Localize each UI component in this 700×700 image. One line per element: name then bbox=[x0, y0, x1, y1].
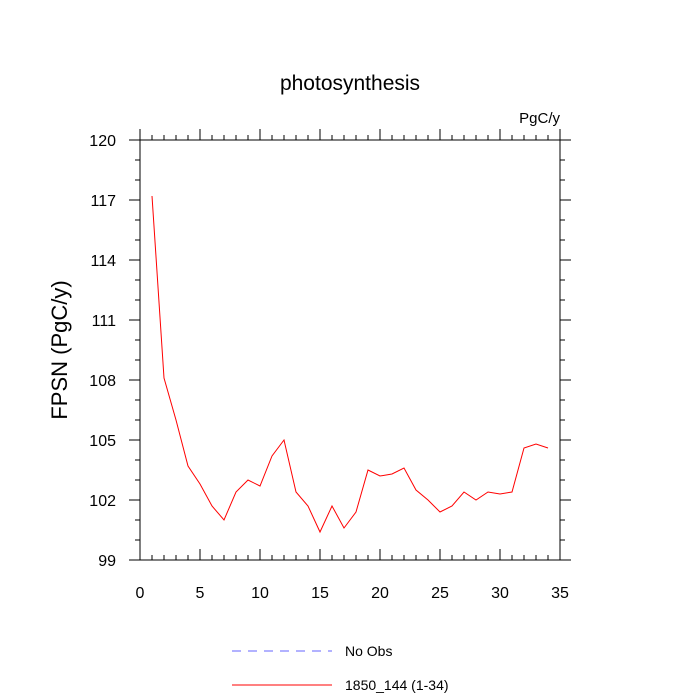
plot-frame bbox=[139, 139, 561, 561]
y-tick-label: 108 bbox=[89, 373, 116, 390]
y-tick-label: 102 bbox=[89, 493, 116, 510]
y-tick-label: 120 bbox=[89, 133, 116, 150]
y-tick-label: 114 bbox=[90, 253, 116, 270]
x-tick-label: 10 bbox=[251, 585, 269, 602]
x-tick-label: 20 bbox=[371, 585, 389, 602]
y-tick-label: 105 bbox=[89, 433, 116, 450]
y-tick-label: 117 bbox=[90, 193, 116, 210]
legend-label: No Obs bbox=[345, 643, 392, 659]
legend: No Obs 1850_144 (1-34) bbox=[232, 643, 449, 693]
y-axis-label: FPSN (PgC/y) bbox=[47, 280, 72, 419]
tick-labels: 0 5 10 15 20 25 30 35 99 102 105 108 111 114 117 120 bbox=[89, 133, 569, 602]
x-tick-label: 15 bbox=[311, 585, 329, 602]
series-line bbox=[151, 195, 549, 534]
series-layer bbox=[151, 195, 549, 534]
x-tick-label: 5 bbox=[196, 585, 205, 602]
units-label: PgC/y bbox=[519, 110, 560, 127]
x-tick-label: 30 bbox=[491, 585, 509, 602]
x-tick-label: 25 bbox=[431, 585, 449, 602]
chart-title: photosynthesis bbox=[280, 72, 420, 95]
y-tick-label: 111 bbox=[92, 313, 116, 330]
legend-label: 1850_144 (1-34) bbox=[345, 677, 449, 693]
axis-ticks bbox=[129, 129, 571, 561]
x-tick-label: 35 bbox=[551, 585, 569, 602]
x-tick-label: 0 bbox=[136, 585, 145, 602]
y-tick-label: 99 bbox=[98, 553, 116, 570]
